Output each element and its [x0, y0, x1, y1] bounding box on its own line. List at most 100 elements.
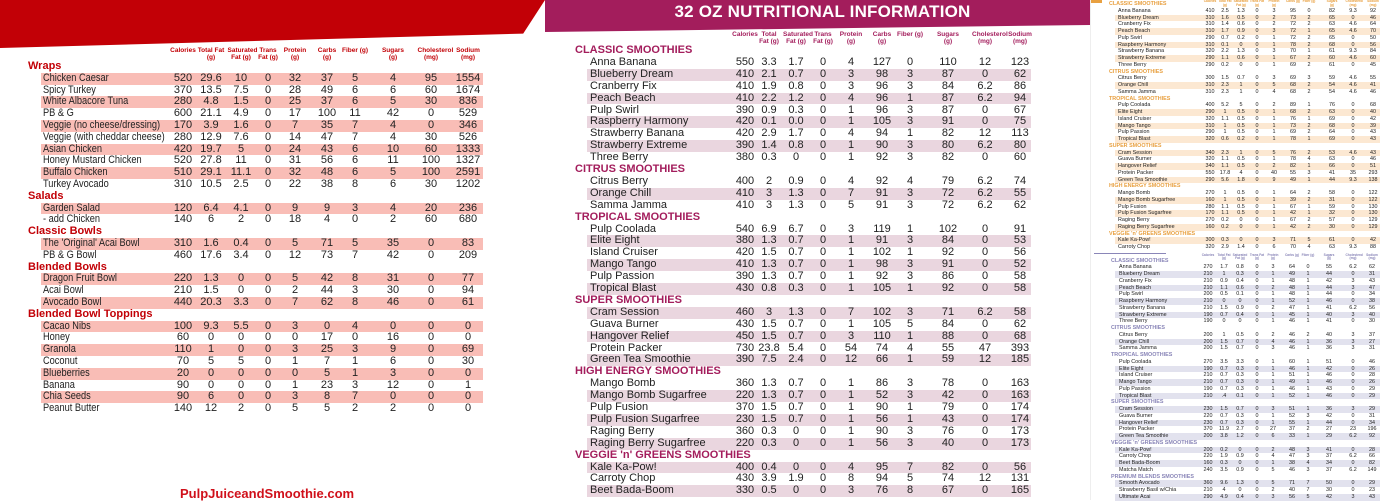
value-fiber-g: 2 — [351, 402, 359, 415]
item-name: Anna Banana — [1119, 264, 1152, 271]
value-fiber-g: 1 — [906, 246, 914, 259]
value-sodium-mg: 29 — [1369, 385, 1375, 392]
value-fiber-g: 3 — [351, 343, 359, 356]
table-row: Raspberry Harmony 210 0 0 0 1 52 1 46 0 38 — [1115, 298, 1380, 305]
value-trans-fat-g: 0 — [1255, 379, 1259, 386]
value-protein-g: 0 — [291, 331, 299, 344]
value-fiber-g: 6 — [351, 166, 359, 179]
value-fiber-g: 1 — [906, 222, 914, 235]
value-sugars-g: 92 — [941, 246, 955, 259]
item-name: Buffalo Chicken — [43, 166, 108, 179]
item-name: Raspberry Harmony — [590, 115, 689, 128]
value-fiber-g: 1 — [1307, 115, 1311, 122]
value-total-fat-g: 1.6 — [1221, 14, 1229, 21]
value-saturated-fat-g: 0.8 — [1236, 264, 1244, 271]
column-header: Sodium (mg) — [1367, 0, 1379, 7]
item-name: Kale Ka-Pow! — [1118, 237, 1151, 244]
value-total-fat-g: 0 — [1222, 318, 1226, 325]
value-saturated-fat-g: 0 — [1238, 298, 1242, 305]
value-trans-fat-g: 0 — [819, 186, 827, 199]
value-total-fat-g: 11.9 — [1218, 426, 1230, 433]
value-carbs-g: 46 — [1289, 318, 1295, 325]
value-total-fat-g: 2.9 — [1221, 244, 1229, 251]
value-saturated-fat-g: 0.1 — [1236, 392, 1244, 399]
column-header: Trans Fat (g) — [258, 47, 278, 62]
value-trans-fat-g: 0 — [1255, 412, 1259, 419]
value-total-fat-g: 4.9 — [1220, 493, 1228, 500]
value-calories: 440 — [173, 296, 193, 308]
value-protein-g: 1 — [1272, 156, 1276, 163]
value-total-fat-g: 0.5 — [1220, 291, 1228, 298]
value-protein-g: 3 — [847, 67, 855, 80]
column-header: Total Fat (g) — [759, 31, 779, 46]
value-total-fat-g: .4 — [1221, 392, 1227, 399]
value-total-fat-g: 1.4 — [761, 139, 777, 152]
value-cholesterol-mg: 6.2 — [977, 198, 993, 211]
column-header: Cholesterol (mg) — [972, 31, 1008, 46]
value-carbs-g: 73 — [1290, 14, 1296, 21]
value-trans-fat-g: 0 — [1255, 196, 1259, 203]
value-carbs-g: 92 — [875, 151, 889, 164]
table-row: Mango Bomb Sugarfree 220 1.3 0.7 0 1 52 3 42 0 163 — [587, 389, 1031, 402]
value-protein-g: 5 — [1272, 149, 1276, 156]
value-cholesterol-mg: 0 — [1351, 129, 1355, 136]
value-sugars-g: 69 — [1329, 115, 1335, 122]
value-cholesterol-mg: 0 — [981, 282, 989, 294]
value-saturated-fat-g: 2.4 — [788, 353, 804, 366]
table-row: Asian Chicken 420 19.7 5 0 24 43 6 10 60 1333 — [41, 143, 483, 156]
value-sodium-mg: 74 — [1013, 174, 1027, 187]
column-header: Trans Fat (g) — [1249, 0, 1265, 7]
value-saturated-fat-g: 0.7 — [788, 329, 804, 342]
value-calories: 20 — [176, 366, 190, 379]
value-sodium-mg: 77 — [461, 272, 475, 285]
table-row: Pulp Swirl 200 0.5 0.1 0 1 48 1 44 0 34 — [1115, 291, 1380, 298]
value-saturated-fat-g: 3.3 — [233, 296, 249, 308]
value-sodium-mg: 46 — [1370, 14, 1376, 21]
table-row: Pulp Passion 290 1 0.5 0 1 69 2 64 0 43 — [1115, 129, 1380, 136]
item-name: Raspberry Harmony — [1118, 41, 1167, 48]
value-saturated-fat-g: 0.5 — [1237, 115, 1245, 122]
value-fiber-g: 1 — [1306, 406, 1310, 413]
value-carbs-g: 67 — [1290, 217, 1296, 224]
value-trans-fat-g: 0 — [819, 401, 827, 413]
value-sodium-mg: 43 — [1369, 277, 1375, 284]
value-calories: 340 — [1205, 163, 1215, 170]
value-saturated-fat-g: 1 — [1239, 88, 1243, 95]
value-trans-fat-g: 0 — [1255, 75, 1259, 82]
value-calories: 390 — [735, 139, 755, 152]
value-fiber-g: 1 — [1306, 291, 1310, 298]
value-fiber-g: 3 — [906, 377, 914, 390]
value-sugars-g: 42 — [386, 248, 400, 261]
value-calories: 420 — [735, 127, 755, 140]
value-cholesterol-mg: 0 — [1351, 156, 1355, 163]
value-sugars-g: 68 — [1329, 41, 1335, 48]
value-trans-fat-g: 0 — [264, 331, 272, 344]
value-calories: 290 — [1205, 61, 1215, 68]
value-cholesterol-mg: 6.2 — [977, 91, 993, 104]
value-cholesterol-mg: 0 — [981, 234, 989, 247]
item-name: Banana — [43, 378, 75, 391]
value-carbs-g: 52 — [875, 389, 889, 402]
table-row: Pulp Passion 390 1.3 0.7 0 1 92 3 86 0 58 — [587, 270, 1031, 283]
value-cholesterol-mg: 60 — [424, 83, 438, 96]
value-sodium-mg: 138 — [1368, 176, 1378, 183]
section-header: Classic Bowls — [28, 225, 102, 238]
value-carbs-g: 94 — [875, 127, 889, 140]
item-name: Smooth Avocado — [1119, 480, 1160, 487]
value-fiber-g: 1 — [1306, 338, 1310, 345]
value-protein-g: 1 — [1272, 34, 1276, 41]
website-footer-link[interactable]: PulpJuiceandSmoothie.com — [180, 486, 355, 501]
value-total-fat-g: 0.3 — [761, 424, 777, 437]
value-carbs-g: 110 — [873, 329, 891, 342]
item-name: Blueberry Dream — [1119, 271, 1160, 278]
value-calories: 310 — [1205, 88, 1215, 95]
table-row: Peach Beach 310 1.7 0.9 0 3 72 1 65 4.6 70 — [1115, 28, 1380, 35]
value-carbs-g: 56 — [1289, 493, 1295, 500]
value-sugars-g: 102 — [938, 222, 958, 235]
value-fiber-g: 1 — [1306, 345, 1310, 352]
value-trans-fat-g: 0 — [819, 377, 827, 390]
value-sodium-mg: 113 — [1011, 127, 1029, 140]
value-total-fat-g: 0.3 — [761, 436, 777, 449]
item-name: Turkey Avocado — [43, 178, 109, 190]
value-cholesterol-mg: 20 — [424, 201, 438, 214]
